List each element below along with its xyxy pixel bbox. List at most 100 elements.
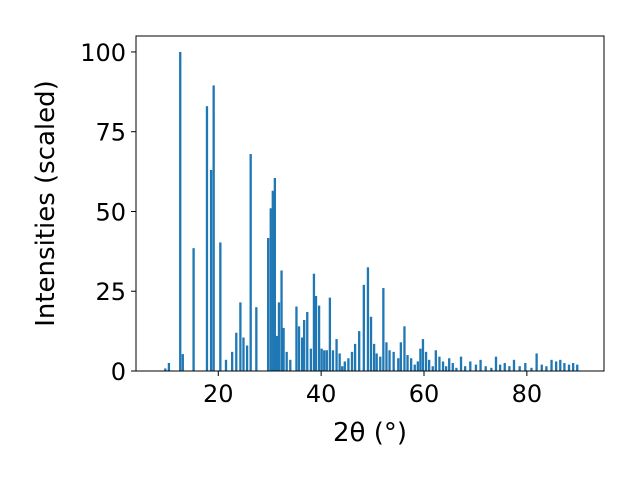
bar xyxy=(366,267,370,371)
y-tick-label: 25 xyxy=(95,278,126,306)
bar xyxy=(273,177,277,371)
bar xyxy=(323,350,326,371)
bar xyxy=(524,363,527,371)
bar xyxy=(314,296,318,371)
bar xyxy=(555,361,558,371)
bar xyxy=(306,311,309,371)
bar xyxy=(297,326,301,371)
bar xyxy=(362,284,365,371)
y-axis-label: Intensities (scaled) xyxy=(31,80,61,327)
bar xyxy=(312,273,316,371)
x-axis-label: 2θ (°) xyxy=(333,418,407,448)
bar xyxy=(421,339,425,371)
bar xyxy=(424,351,428,371)
bar xyxy=(459,356,463,371)
bar xyxy=(249,154,252,371)
bar xyxy=(451,363,454,371)
y-tick-label: 100 xyxy=(80,39,126,67)
bar xyxy=(335,339,338,371)
bar xyxy=(353,343,357,371)
bar xyxy=(385,342,388,371)
bar xyxy=(255,307,258,371)
bar xyxy=(285,351,288,371)
bar xyxy=(576,364,579,371)
plot-frame xyxy=(135,35,605,372)
x-axis-ticks: 20 40 60 80 xyxy=(203,371,542,408)
bar xyxy=(545,366,548,371)
bar xyxy=(463,366,467,371)
bar xyxy=(413,364,416,371)
bar xyxy=(179,51,182,371)
bar xyxy=(427,359,431,371)
bar xyxy=(219,242,222,371)
x-tick-label: 60 xyxy=(409,380,440,408)
bar xyxy=(469,361,472,371)
bar xyxy=(309,348,313,371)
bar xyxy=(271,190,274,371)
bar xyxy=(431,366,434,371)
bar xyxy=(392,351,395,371)
bar xyxy=(328,297,332,371)
bar xyxy=(239,302,242,371)
bar xyxy=(535,353,538,371)
bar xyxy=(409,358,413,371)
bar xyxy=(320,348,323,371)
bar xyxy=(388,350,391,371)
bar xyxy=(571,363,575,371)
bar xyxy=(372,343,376,371)
x-tick-label: 20 xyxy=(203,380,234,408)
x-tick-label: 80 xyxy=(512,380,543,408)
bars-group xyxy=(164,51,579,371)
y-axis-ticks: 0 25 50 75 100 xyxy=(80,39,136,386)
bar xyxy=(403,326,406,371)
bar xyxy=(343,361,346,371)
bar xyxy=(434,350,437,371)
bar xyxy=(382,288,385,371)
bar xyxy=(490,367,493,371)
bar xyxy=(563,363,566,371)
bar xyxy=(277,302,281,371)
bar xyxy=(338,353,341,371)
bar xyxy=(212,85,215,371)
bar xyxy=(231,351,234,371)
bar xyxy=(416,361,419,371)
bar xyxy=(406,355,409,371)
bar xyxy=(289,359,292,371)
bar xyxy=(341,366,344,371)
bar xyxy=(438,356,441,371)
bar xyxy=(455,367,458,371)
bar xyxy=(479,359,482,371)
bar xyxy=(235,332,238,371)
x-tick-label: 40 xyxy=(306,380,337,408)
bar xyxy=(494,356,498,371)
bar xyxy=(282,327,285,371)
bar xyxy=(209,170,213,371)
bar xyxy=(224,359,228,371)
bar xyxy=(530,367,533,371)
bar xyxy=(441,361,445,371)
bar xyxy=(512,359,516,371)
bar xyxy=(350,351,354,371)
bar xyxy=(267,237,270,371)
bar xyxy=(484,366,487,371)
y-tick-label: 50 xyxy=(95,198,126,226)
bar xyxy=(379,356,382,371)
bar xyxy=(508,366,511,371)
bar xyxy=(540,364,543,371)
bar xyxy=(448,358,451,371)
bar xyxy=(503,363,506,371)
bar xyxy=(325,350,328,371)
bar xyxy=(167,363,171,371)
bar xyxy=(369,316,373,371)
bar xyxy=(375,353,378,371)
bar xyxy=(164,368,167,371)
bar xyxy=(269,208,272,371)
bar xyxy=(567,364,571,371)
bar xyxy=(181,354,184,371)
bar xyxy=(397,358,400,371)
y-tick-label: 75 xyxy=(95,119,126,147)
bar xyxy=(280,270,283,371)
bar xyxy=(275,335,279,371)
bar xyxy=(242,337,245,371)
